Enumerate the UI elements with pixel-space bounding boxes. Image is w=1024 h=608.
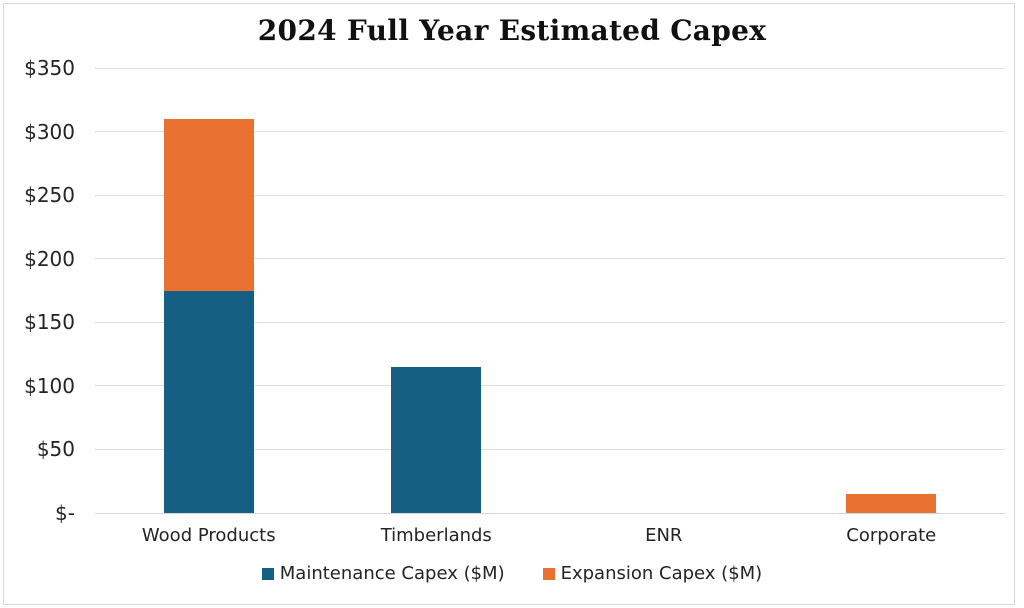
bar-expansion-corporate — [846, 493, 937, 513]
x-category-label-timberlands: Timberlands — [380, 525, 492, 546]
y-tick-label-50: $50 — [36, 437, 75, 462]
y-tick-label-150: $150 — [24, 310, 75, 335]
gridline-100 — [95, 385, 1005, 387]
legend-label-maintenance-capex: Maintenance Capex ($M) — [279, 563, 505, 584]
maintenance-capex-swatch-icon — [261, 567, 274, 580]
bar-maintenance-wood-products — [163, 290, 254, 513]
gridline-250 — [95, 194, 1005, 196]
gridline-150 — [95, 321, 1005, 323]
y-tick-label-100: $100 — [24, 373, 75, 398]
y-tick-label-0: $- — [55, 501, 75, 525]
x-axis-line — [95, 512, 1005, 514]
y-tick-label-200: $200 — [24, 246, 75, 271]
x-category-label-wood-products: Wood Products — [141, 525, 276, 546]
gridline-50 — [95, 448, 1005, 450]
y-tick-label-250: $250 — [24, 183, 75, 208]
legend-label-expansion-capex: Expansion Capex ($M) — [560, 563, 763, 584]
x-category-label-corporate: Corporate — [846, 525, 937, 546]
legend: Maintenance Capex ($M) Expansion Capex (… — [0, 563, 1024, 584]
x-axis: Wood Products Timberlands ENR Corporate — [95, 524, 1005, 550]
y-tick-label-350: $350 — [24, 56, 75, 80]
legend-item-maintenance-capex: Maintenance Capex ($M) — [261, 563, 505, 584]
gridline-350 — [95, 67, 1005, 69]
x-category-label-enr: ENR — [645, 525, 683, 546]
gridline-200 — [95, 258, 1005, 260]
y-axis: $- $50 $100 $150 $200 $250 $300 $350 — [0, 56, 75, 525]
plot-area — [95, 67, 1005, 514]
expansion-capex-swatch-icon — [542, 567, 555, 580]
legend-item-expansion-capex: Expansion Capex ($M) — [542, 563, 763, 584]
gridline-300 — [95, 131, 1005, 133]
bar-maintenance-timberlands — [391, 366, 482, 513]
chart-title: 2024 Full Year Estimated Capex — [257, 14, 767, 47]
bar-expansion-wood-products — [163, 118, 254, 291]
y-tick-label-300: $300 — [24, 119, 75, 144]
